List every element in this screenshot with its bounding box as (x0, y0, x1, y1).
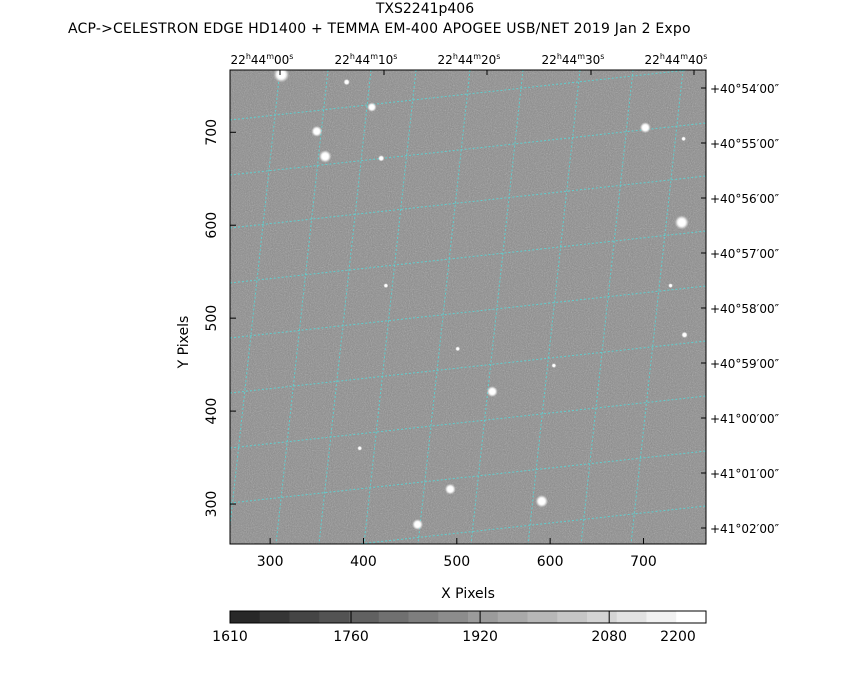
star-core (384, 284, 388, 287)
ra-grid-line (470, 70, 524, 544)
star-core (456, 347, 459, 351)
star-core (678, 218, 686, 227)
colorbar-swatch (408, 611, 439, 623)
ra-grid-line (363, 70, 417, 544)
dec-label: +41°02′00″ (710, 522, 780, 536)
x-tick-label: 300 (257, 554, 284, 570)
star-core (379, 156, 383, 160)
x-axis-label: X Pixels (441, 586, 495, 602)
colorbar-swatch (616, 611, 647, 623)
dec-label: +40°56′00″ (710, 192, 780, 206)
ra-grid-line (230, 70, 281, 531)
x-tick-label: 700 (630, 554, 657, 570)
y-tick-label: 700 (204, 119, 220, 146)
ra-label: 22h44m30s (542, 52, 605, 67)
colorbar-swatch (378, 611, 409, 623)
y-tick-label: 500 (204, 305, 220, 332)
sky-image (229, 69, 707, 545)
star-core (314, 128, 320, 135)
image-frame (229, 69, 707, 545)
colorbar-tick-label: 1610 (212, 629, 248, 645)
colorbar-tick-label: 2200 (660, 629, 696, 645)
colorbar-swatch (468, 611, 499, 623)
colorbar-tick-label: 2080 (591, 629, 627, 645)
x-tick-label: 400 (350, 554, 377, 570)
ra-grid-line (417, 70, 471, 544)
star-field (273, 70, 689, 531)
star-core (345, 80, 349, 84)
star-core (322, 153, 329, 160)
star-core (642, 124, 649, 131)
star-core (552, 364, 556, 367)
dec-label: +40°54′00″ (710, 82, 780, 96)
ra-grid-line (580, 70, 634, 544)
star-core (447, 486, 454, 492)
star-core (369, 104, 375, 110)
star-core (538, 498, 545, 505)
axis-labels: 300 400 500 600 700 300 400 500 600 700 X Pixels Y … (176, 52, 780, 602)
colorbar-swatch (676, 611, 707, 623)
colorbar-swatch (646, 611, 677, 623)
colorbar-swatch (349, 611, 380, 623)
colorbar-swatch (587, 611, 618, 623)
colorbar-swatch (527, 611, 558, 623)
colorbar-swatch (557, 611, 588, 623)
y-tick-label: 400 (204, 398, 220, 425)
ra-label: 22h44m10s (335, 52, 398, 67)
coordinate-grid (230, 70, 706, 544)
dec-label: +40°58′00″ (710, 302, 780, 316)
colorbar-swatch (230, 611, 261, 623)
colorbar-swatch (289, 611, 320, 623)
star-core (682, 333, 687, 337)
colorbar-tick-label: 1920 (462, 629, 498, 645)
ra-grid-line (527, 70, 581, 544)
star-core (414, 521, 421, 528)
y-axis-label: Y Pixels (176, 316, 192, 370)
colorbar-swatch (319, 611, 350, 623)
star-core (489, 388, 496, 395)
dec-label: +40°57′00″ (710, 247, 780, 261)
x-tick-label: 500 (443, 554, 470, 570)
star-core (682, 137, 685, 140)
x-tick-label: 600 (537, 554, 564, 570)
colorbar: 1610 1760 1920 2080 2200 (212, 610, 707, 645)
ra-label: 22h44m20s (438, 52, 501, 67)
colorbar-tick-label: 1760 (333, 629, 369, 645)
dec-label: +41°00′00″ (710, 412, 780, 426)
star-core (277, 70, 286, 79)
star-core (669, 284, 672, 287)
ra-label: 22h44m00s (231, 52, 294, 67)
ra-grid-line (630, 70, 684, 544)
dec-label: +40°55′00″ (710, 137, 780, 151)
axis-ticks (230, 70, 706, 544)
sky-noise (230, 70, 706, 544)
image-subtitle: ACP->CELESTRON EDGE HD1400 + TEMMA EM-40… (68, 21, 691, 37)
y-tick-label: 600 (204, 212, 220, 239)
ra-grid-line (318, 70, 372, 544)
star-core (358, 447, 361, 450)
dec-label: +41°01′00″ (710, 467, 780, 481)
colorbar-swatch (438, 611, 469, 623)
colorbar-swatch (259, 611, 290, 623)
image-title: TXS2241p406 (375, 1, 475, 17)
dec-label: +40°59′00″ (710, 357, 780, 371)
ra-label: 22h44m40s (645, 52, 708, 67)
y-tick-label: 300 (204, 491, 220, 518)
colorbar-swatch (497, 611, 528, 623)
ra-grid-line (275, 70, 329, 544)
